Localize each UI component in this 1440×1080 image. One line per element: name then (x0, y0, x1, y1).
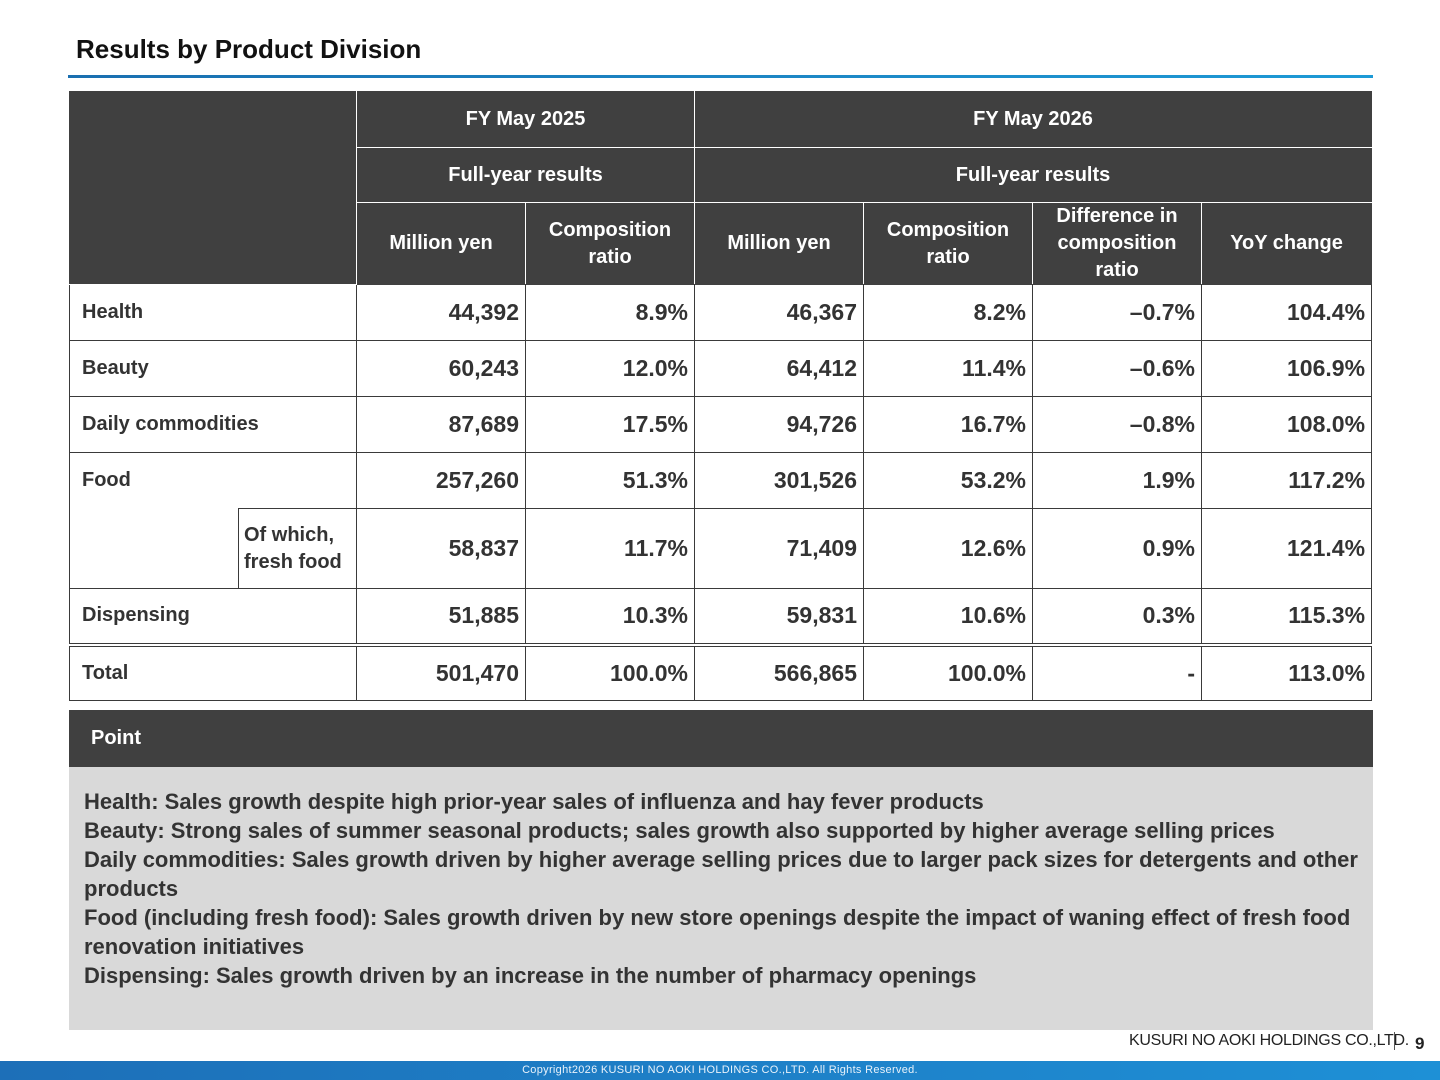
row-label: Daily commodities (69, 396, 357, 453)
header-difference: Difference in composition ratio (1032, 202, 1202, 285)
company-logo: KUSURI NO AOKI HOLDINGS CO.,LTD. (1129, 1032, 1409, 1049)
table-cell: 8.2% (863, 284, 1033, 341)
point-heading: Point (69, 710, 1373, 767)
table-cell: 257,260 (356, 452, 526, 509)
table-cell: 10.3% (525, 588, 695, 645)
table-cell: 115.3% (1200, 588, 1373, 645)
row-label: Health (69, 284, 357, 341)
header-corner (69, 91, 357, 285)
table-cell: 87,689 (356, 396, 526, 453)
table-row: Health 44,392 8.9% 46,367 8.2% –0.7% 104… (69, 284, 1373, 341)
row-label: Beauty (69, 340, 357, 397)
table-row: Food 257,260 51.3% 301,526 53.2% 1.9% 11… (69, 452, 1373, 509)
table-cell: 71,409 (694, 508, 864, 589)
table-cell: –0.6% (1032, 340, 1202, 397)
header-full-year-2025: Full-year results (356, 147, 695, 203)
results-table: FY May 2025 FY May 2026 Full-year result… (69, 91, 1373, 701)
row-label: Dispensing (69, 588, 357, 645)
table-cell: - (1032, 642, 1202, 701)
table-cell: 51,885 (356, 588, 526, 645)
table-cell: 100.0% (863, 642, 1033, 701)
table-cell: 10.6% (863, 588, 1033, 645)
table-cell: 60,243 (356, 340, 526, 397)
page-title: Results by Product Division (76, 34, 422, 64)
header-fy-2026: FY May 2026 (693, 91, 1373, 148)
page-number: 9 (1415, 1034, 1425, 1053)
table-row: Beauty 60,243 12.0% 64,412 11.4% –0.6% 1… (69, 340, 1373, 397)
table-cell: 1.9% (1032, 452, 1202, 509)
table-cell: 64,412 (694, 340, 864, 397)
table-cell: –0.8% (1032, 396, 1202, 453)
point-line: Dispensing: Sales growth driven by an in… (84, 963, 977, 988)
header-million-yen-2026: Million yen (694, 202, 864, 285)
table-cell: –0.7% (1032, 284, 1202, 341)
logo-divider (1394, 1032, 1395, 1050)
point-line: Daily commodities: Sales growth driven b… (84, 847, 1358, 901)
table-cell: 117.2% (1200, 452, 1373, 509)
row-label: Of which, fresh food (238, 508, 357, 589)
table-row: Dispensing 51,885 10.3% 59,831 10.6% 0.3… (69, 588, 1373, 645)
table-cell: 0.3% (1032, 588, 1202, 645)
table-cell: 566,865 (694, 642, 864, 701)
table-cell: 17.5% (525, 396, 695, 453)
table-cell: 51.3% (525, 452, 695, 509)
table-cell: 121.4% (1200, 508, 1373, 589)
table-cell: 501,470 (356, 642, 526, 701)
table-cell: 58,837 (356, 508, 526, 589)
table-cell: 104.4% (1200, 284, 1373, 341)
point-list: Health: Sales growth despite high prior-… (69, 767, 1373, 990)
table-cell: 53.2% (863, 452, 1033, 509)
table-cell: 12.6% (863, 508, 1033, 589)
table-cell: 100.0% (525, 642, 695, 701)
table-cell: 0.9% (1032, 508, 1202, 589)
row-label: Food (69, 452, 357, 509)
table-cell: 301,526 (694, 452, 864, 509)
point-line: Food (including fresh food): Sales growt… (84, 905, 1351, 959)
title-rule (68, 75, 1373, 78)
table-cell: 11.4% (863, 340, 1033, 397)
row-label: Total (69, 642, 357, 701)
table-row: Daily commodities 87,689 17.5% 94,726 16… (69, 396, 1373, 453)
footer-copyright: Copyright2026 KUSURI NO AOKI HOLDINGS CO… (0, 1061, 1440, 1080)
point-line: Health: Sales growth despite high prior-… (84, 789, 984, 814)
table-cell: 113.0% (1200, 642, 1373, 701)
table-cell: 106.9% (1200, 340, 1373, 397)
header-composition-2026: Composition ratio (863, 202, 1033, 285)
header-yoy: YoY change (1200, 202, 1373, 285)
header-fy-2025: FY May 2025 (356, 91, 695, 148)
header-million-yen-2025: Million yen (356, 202, 526, 285)
table-cell: 44,392 (356, 284, 526, 341)
header-full-year-2026: Full-year results (693, 147, 1373, 203)
table-row: Of which, fresh food 58,837 11.7% 71,409… (69, 508, 1373, 589)
point-line: Beauty: Strong sales of summer seasonal … (84, 818, 1275, 843)
header-composition-2025: Composition ratio (525, 202, 695, 285)
food-group-spacer (69, 508, 239, 589)
table-cell: 108.0% (1200, 396, 1373, 453)
table-cell: 11.7% (525, 508, 695, 589)
table-cell: 8.9% (525, 284, 695, 341)
table-row-total: Total 501,470 100.0% 566,865 100.0% - 11… (69, 642, 1373, 701)
table-cell: 94,726 (694, 396, 864, 453)
table-cell: 12.0% (525, 340, 695, 397)
table-cell: 59,831 (694, 588, 864, 645)
table-cell: 46,367 (694, 284, 864, 341)
table-cell: 16.7% (863, 396, 1033, 453)
point-box: Point Health: Sales growth despite high … (69, 710, 1373, 1030)
